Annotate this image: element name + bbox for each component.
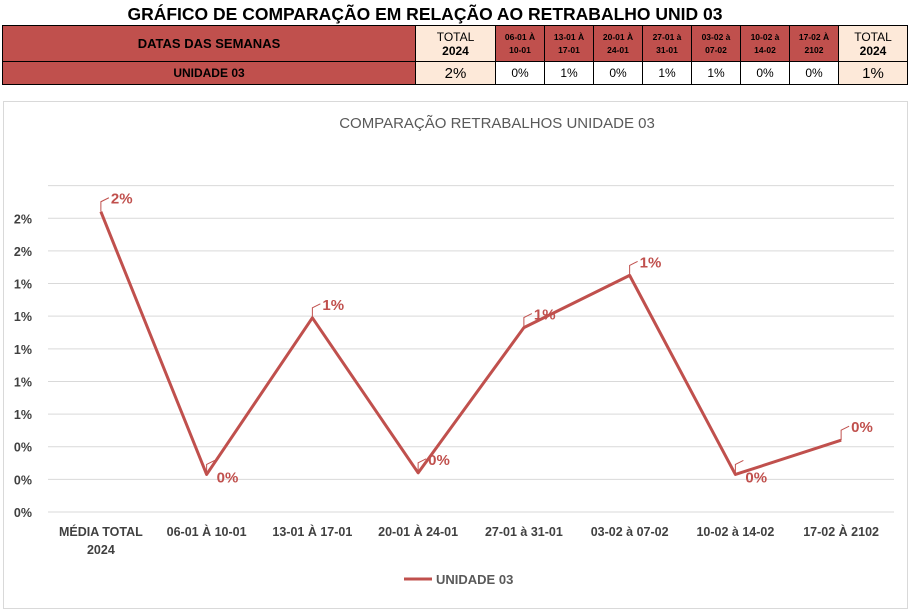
col-header-week-4: 27-01 à 31-01 [642, 25, 692, 62]
y-tick-label: 2% [14, 212, 32, 226]
data-label: 1% [640, 254, 662, 271]
y-tick-label: 1% [14, 375, 32, 389]
data-label: 1% [322, 297, 344, 314]
x-tick-label: 10-02 à 14-02 [696, 525, 774, 539]
data-label-leader [311, 303, 321, 318]
y-tick-label: 2% [14, 245, 32, 259]
y-tick-label: 1% [14, 343, 32, 357]
data-label-leader [840, 425, 850, 441]
x-tick-label: 03-02 à 07-02 [591, 525, 669, 539]
col-header-week-6: 10-02 à 14-02 [740, 25, 790, 62]
data-label-leader [523, 313, 533, 328]
data-label: 2% [111, 191, 133, 208]
value-week-3: 0% [593, 61, 643, 85]
x-tick-label: 17-02 À 2102 [803, 524, 879, 539]
y-tick-label: 0% [14, 473, 32, 487]
series-line [99, 211, 842, 476]
data-label: 0% [428, 452, 450, 469]
col-header-week-5: 03-02 à 07-02 [691, 25, 741, 62]
data-label: 1% [534, 307, 556, 324]
value-total-2024: 2% [415, 61, 496, 85]
value-week-2: 1% [544, 61, 594, 85]
col-header-total-2024: TOTAL 2024 [415, 25, 496, 62]
x-tick-label: 06-01 À 10-01 [167, 524, 247, 539]
row-header-label: DATAS DAS SEMANAS [2, 25, 416, 62]
data-label: 0% [745, 469, 767, 486]
chart-area: COMPARAÇÃO RETRABALHOS UNIDADE 03 0% 0% 0%… [3, 101, 908, 609]
value-week-7: 0% [789, 61, 839, 85]
data-label-leader [206, 460, 215, 475]
value-week-1: 0% [495, 61, 545, 85]
value-week-5: 1% [691, 61, 741, 85]
data-label-leader [734, 460, 744, 475]
col-header-week-2: 13-01 À 17-01 [544, 25, 594, 62]
col-header-week-3: 20-01 À 24-01 [593, 25, 643, 62]
legend-label: UNIDADE 03 [436, 572, 513, 587]
y-tick-label: 0% [14, 441, 32, 455]
data-label-leader [629, 260, 638, 276]
page-title: GRÁFICO DE COMPARAÇÃO EM RELAÇÃO AO RETR… [127, 4, 723, 24]
col-header-week-7: 17-02 À 2102 [789, 25, 839, 62]
value-week-4: 1% [642, 61, 692, 85]
data-label-leader [100, 197, 110, 212]
value-week-6: 0% [740, 61, 790, 85]
data-label-leader [417, 458, 427, 473]
x-tick-label: MÉDIA TOTAL 2024 [59, 524, 143, 557]
row-label-unidade: UNIDADE 03 [2, 61, 416, 85]
data-label: 0% [217, 469, 239, 486]
data-label: 0% [851, 419, 873, 436]
value-total-2024-end: 1% [838, 61, 908, 85]
y-tick-label: 1% [14, 310, 32, 324]
x-tick-label: 27-01 à 31-01 [485, 525, 563, 539]
y-tick-label: 1% [14, 408, 32, 422]
col-header-week-1: 06-01 À 10-01 [495, 25, 545, 62]
x-tick-label: 20-01 À 24-01 [378, 524, 458, 539]
y-tick-label: 1% [14, 278, 32, 292]
x-tick-label: 13-01 À 17-01 [272, 524, 352, 539]
line-chart: COMPARAÇÃO RETRABALHOS UNIDADE 03 0% 0% 0%… [14, 115, 894, 587]
y-tick-label: 0% [14, 506, 32, 520]
summary-table: DATAS DAS SEMANAS TOTAL 2024 06-01 À 10-01… [2, 25, 908, 85]
chart-title: COMPARAÇÃO RETRABALHOS UNIDADE 03 [339, 115, 655, 132]
col-header-total-2024-end: TOTAL 2024 [838, 25, 908, 62]
